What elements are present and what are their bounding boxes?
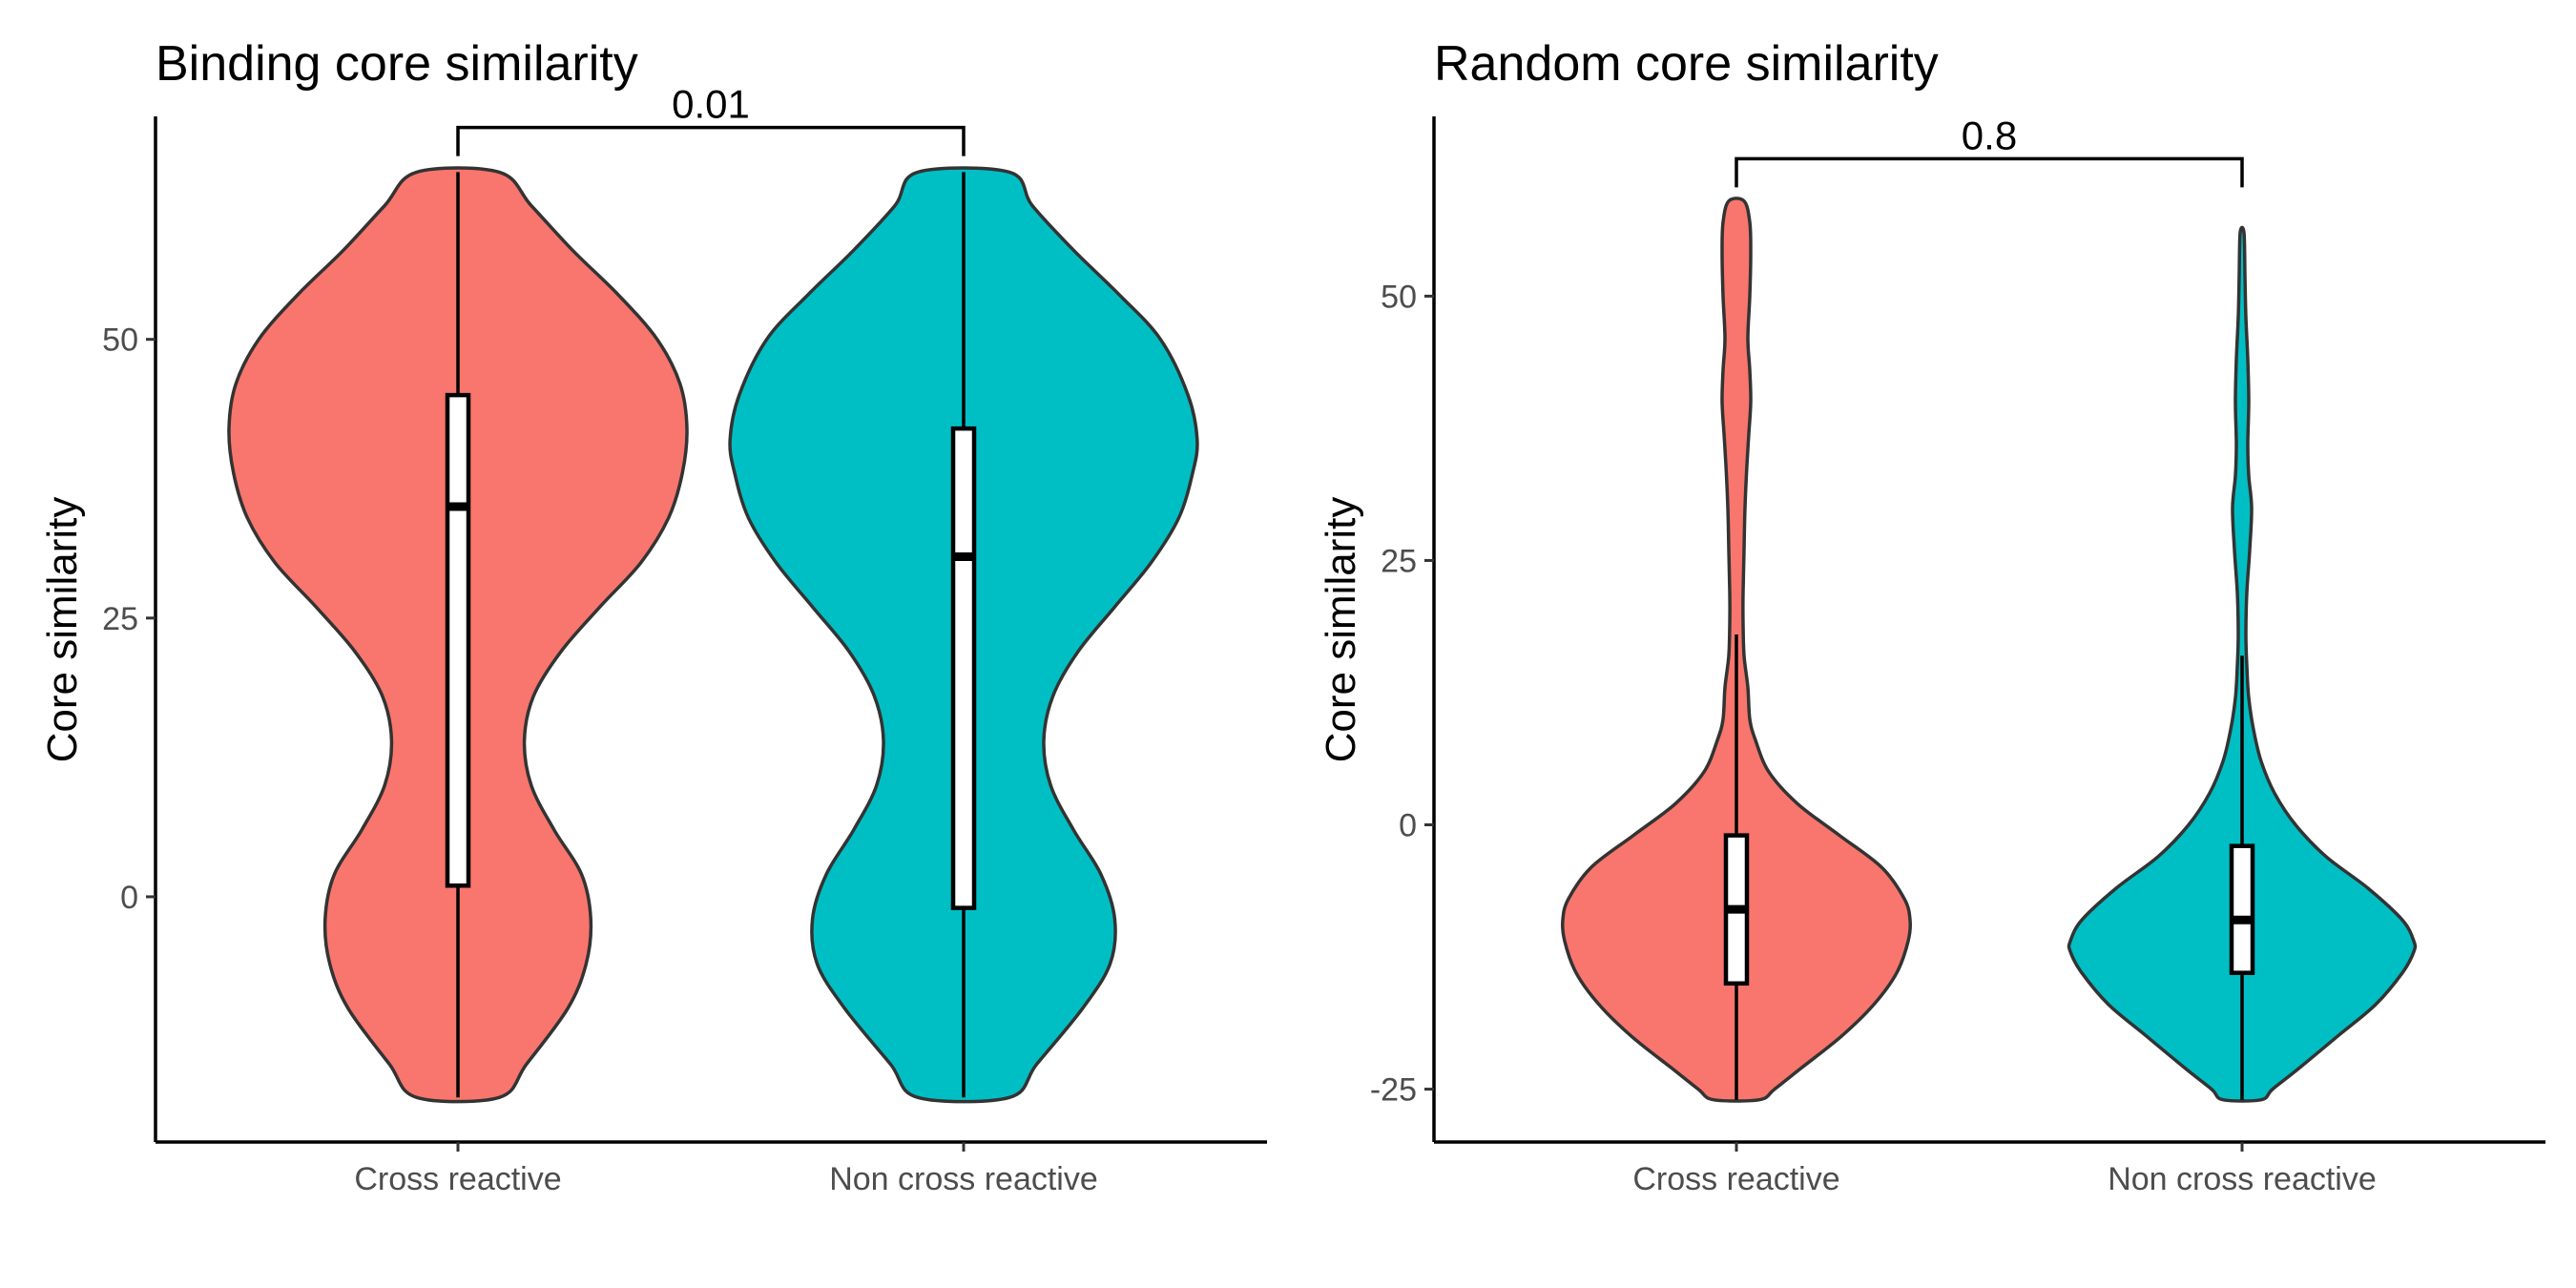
significance-bracket: 0.8 (1735, 113, 2244, 188)
x-tick-label-cross-reactive: Cross reactive (354, 1161, 561, 1197)
violin-layer (227, 166, 1199, 1104)
y-tick-label: -25 (1370, 1072, 1417, 1109)
x-tick-label-non-cross-reactive: Non cross reactive (2108, 1161, 2377, 1197)
p-value-label: 0.01 (672, 82, 750, 127)
y-axis-title: Core similarity (1318, 497, 1364, 763)
p-value-label: 0.8 (1962, 113, 2017, 157)
y-axis-ticks: -25 0 25 50 (1370, 279, 1434, 1109)
y-tick-label: 50 (1381, 279, 1417, 315)
x-tick-label-cross-reactive: Cross reactive (1632, 1161, 1839, 1197)
x-axis-ticks: Cross reactive Non cross reactive (1632, 1142, 2377, 1197)
y-tick-label: 25 (1381, 543, 1417, 579)
box-cross-reactive (445, 392, 471, 888)
bracket-line (456, 125, 966, 156)
y-tick-label: 50 (102, 322, 138, 359)
box-non-cross-reactive (2229, 843, 2255, 975)
chart-title: Binding core similarity (156, 36, 638, 92)
y-tick-label: 25 (102, 601, 138, 637)
y-axis-ticks: 0 25 50 (102, 322, 156, 916)
violin-layer (1560, 197, 2418, 1103)
box-non-cross-reactive (950, 426, 977, 910)
x-axis-ticks: Cross reactive Non cross reactive (354, 1142, 1098, 1197)
y-tick-label: 0 (1399, 808, 1417, 844)
bracket-line (1735, 156, 2244, 188)
panel-random-core-similarity: Random core similarity Core similarity 0… (1318, 36, 2545, 1197)
panel-binding-core-similarity: Binding core similarity Core similarity … (39, 36, 1267, 1197)
x-tick-label-non-cross-reactive: Non cross reactive (829, 1161, 1098, 1197)
significance-bracket: 0.01 (456, 82, 966, 156)
chart-title: Random core similarity (1434, 36, 1939, 92)
y-axis-title: Core similarity (39, 497, 86, 763)
y-tick-label: 0 (120, 880, 138, 916)
